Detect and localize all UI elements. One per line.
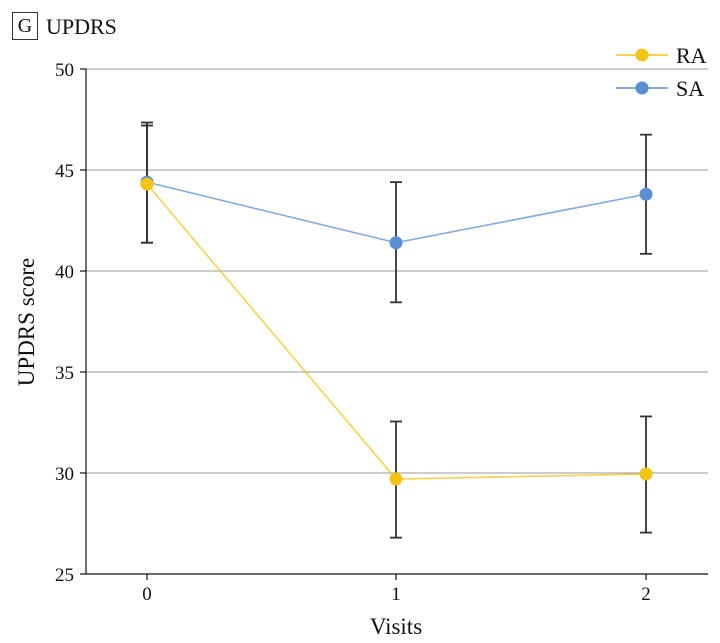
panel-letter: G (12, 12, 38, 40)
data-points (140, 175, 653, 486)
y-axis-label: UPDRS score (14, 258, 39, 386)
x-tick-label: 1 (391, 584, 401, 605)
data-point-ra (140, 177, 154, 191)
axes (85, 69, 708, 575)
y-tick-label: 45 (55, 161, 74, 182)
data-point-ra (639, 467, 653, 481)
legend-label-sa: SA (676, 76, 704, 101)
x-ticks: 0 1 2 (142, 574, 651, 605)
chart-title: UPDRS (46, 14, 117, 39)
x-tick-label: 0 (142, 584, 152, 605)
x-tick-label: 2 (641, 584, 651, 605)
y-tick-label: 40 (55, 262, 74, 283)
legend: RA SA (616, 43, 707, 101)
gridlines (86, 68, 708, 474)
legend-marker-ra (635, 48, 649, 62)
data-point-ra (389, 472, 403, 486)
y-tick-label: 35 (55, 363, 74, 384)
y-tick-label: 25 (55, 565, 74, 586)
y-tick-label: 30 (55, 464, 74, 485)
x-axis-label: Visits (370, 614, 422, 639)
y-tick-label: 50 (55, 60, 74, 81)
y-ticks: 25 30 35 40 45 50 (55, 60, 86, 586)
data-point-sa (389, 236, 403, 250)
data-point-sa (639, 187, 653, 201)
legend-marker-sa (635, 81, 649, 95)
legend-label-ra: RA (676, 43, 707, 68)
